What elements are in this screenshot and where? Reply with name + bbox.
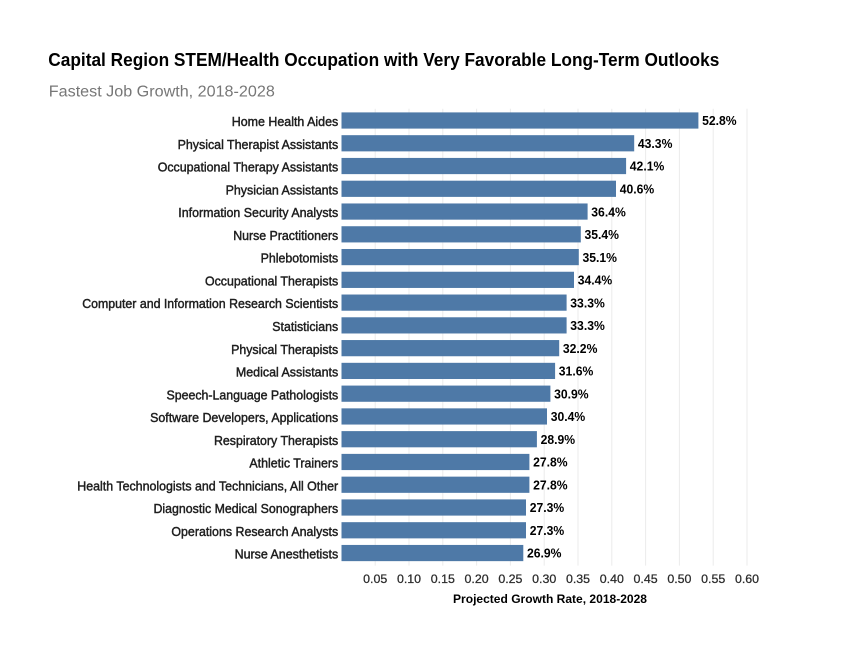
svg-text:28.9%: 28.9%	[541, 432, 576, 447]
svg-text:Statisticians: Statisticians	[272, 319, 338, 334]
svg-text:0.40: 0.40	[600, 572, 624, 586]
svg-text:35.1%: 35.1%	[583, 250, 618, 265]
svg-text:0.60: 0.60	[735, 572, 759, 586]
svg-text:Medical Assistants: Medical Assistants	[236, 365, 339, 380]
svg-text:27.8%: 27.8%	[533, 477, 568, 492]
svg-text:26.9%: 26.9%	[527, 546, 562, 561]
svg-text:32.2%: 32.2%	[563, 341, 598, 356]
svg-text:Health Technologists and Techn: Health Technologists and Technicians, Al…	[77, 478, 338, 493]
svg-text:Software Developers, Applicati: Software Developers, Applications	[150, 410, 338, 425]
svg-text:0.35: 0.35	[566, 572, 590, 586]
svg-text:Speech-Language Pathologists: Speech-Language Pathologists	[167, 387, 339, 402]
svg-text:36.4%: 36.4%	[591, 204, 626, 219]
svg-text:0.25: 0.25	[498, 572, 522, 586]
svg-text:Physician Assistants: Physician Assistants	[226, 182, 339, 197]
svg-text:Information Security Analysts: Information Security Analysts	[178, 205, 338, 220]
svg-text:31.6%: 31.6%	[559, 364, 594, 379]
svg-text:43.3%: 43.3%	[638, 136, 673, 151]
svg-text:Fastest Job Growth, 2018-2028: Fastest Job Growth, 2018-2028	[49, 83, 275, 100]
svg-text:27.3%: 27.3%	[530, 500, 565, 515]
svg-text:27.3%: 27.3%	[530, 523, 565, 538]
svg-text:Nurse Anesthetists: Nurse Anesthetists	[235, 547, 339, 562]
svg-text:34.4%: 34.4%	[578, 273, 613, 288]
svg-text:Physical Therapist Assistants: Physical Therapist Assistants	[178, 137, 339, 152]
svg-text:Home Health Aides: Home Health Aides	[232, 114, 339, 129]
svg-text:0.50: 0.50	[667, 572, 691, 586]
svg-text:0.20: 0.20	[465, 572, 489, 586]
svg-text:0.05: 0.05	[363, 572, 387, 586]
svg-text:Phlebotomists: Phlebotomists	[261, 251, 339, 266]
svg-text:Respiratory Therapists: Respiratory Therapists	[214, 433, 339, 448]
svg-text:0.55: 0.55	[701, 572, 725, 586]
svg-text:0.10: 0.10	[397, 572, 421, 586]
svg-text:Occupational Therapists: Occupational Therapists	[205, 273, 339, 288]
svg-text:Physical Therapists: Physical Therapists	[231, 342, 338, 357]
svg-text:Projected Growth Rate, 2018-20: Projected Growth Rate, 2018-2028	[453, 592, 647, 606]
svg-text:Occupational Therapy Assistant: Occupational Therapy Assistants	[158, 160, 339, 175]
svg-text:42.1%: 42.1%	[630, 159, 665, 174]
svg-text:Athletic Trainers: Athletic Trainers	[249, 456, 338, 471]
svg-text:0.15: 0.15	[431, 572, 455, 586]
svg-text:52.8%: 52.8%	[702, 113, 737, 128]
svg-text:Operations Research Analysts: Operations Research Analysts	[171, 524, 338, 539]
svg-text:30.4%: 30.4%	[551, 409, 586, 424]
svg-text:Nurse Practitioners: Nurse Practitioners	[233, 228, 338, 243]
svg-text:27.8%: 27.8%	[533, 455, 568, 470]
svg-text:35.4%: 35.4%	[585, 227, 620, 242]
svg-text:Diagnostic Medical Sonographer: Diagnostic Medical Sonographers	[154, 501, 339, 516]
svg-text:0.30: 0.30	[532, 572, 556, 586]
svg-text:40.6%: 40.6%	[620, 181, 655, 196]
svg-text:33.3%: 33.3%	[570, 318, 605, 333]
svg-text:Capital Region STEM/Health Occ: Capital Region STEM/Health Occupation wi…	[48, 50, 719, 70]
svg-text:33.3%: 33.3%	[570, 295, 605, 310]
svg-text:30.9%: 30.9%	[554, 386, 589, 401]
svg-text:0.45: 0.45	[634, 572, 658, 586]
svg-text:Computer and Information Resea: Computer and Information Research Scient…	[82, 296, 338, 311]
